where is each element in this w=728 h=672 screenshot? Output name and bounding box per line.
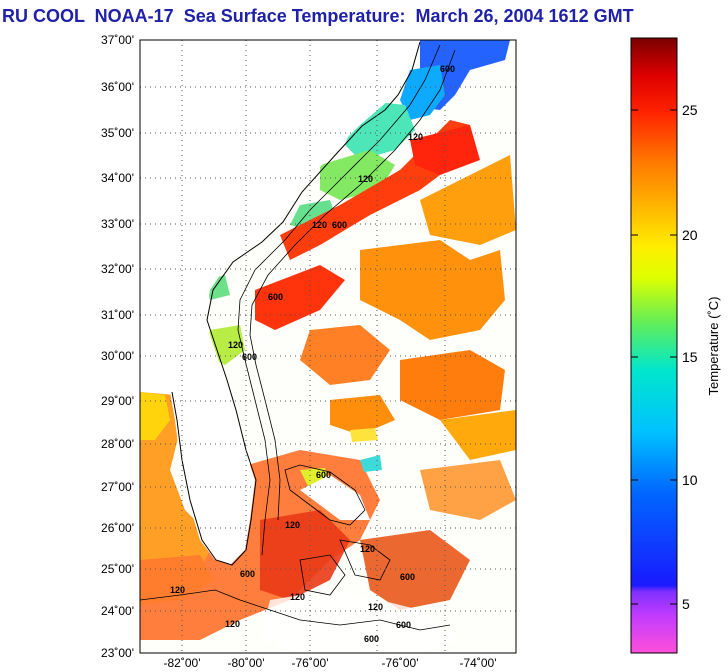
map-border <box>139 39 517 654</box>
colorbar-tick-label: 25 <box>682 102 698 118</box>
lat-label: 37˚00' <box>101 33 134 47</box>
isobath-labels: 600 120 120 600 120 600 120 600 600 120 … <box>170 64 455 644</box>
svg-text:120: 120 <box>358 174 373 184</box>
svg-text:120: 120 <box>360 544 375 554</box>
svg-text:120: 120 <box>312 220 327 230</box>
lat-label: 24˚00' <box>101 604 134 618</box>
colorbar-tick-label: 10 <box>682 472 698 488</box>
lat-label: 31˚00' <box>101 308 134 322</box>
lat-label: 36˚00' <box>101 80 134 94</box>
latitude-axis: 37˚00' 36˚00' 35˚00' 34˚00' 33˚00' 32˚00… <box>101 33 134 660</box>
lon-label: -80˚00' <box>228 656 265 670</box>
svg-text:120: 120 <box>228 340 243 350</box>
colorbar-tick-label: 15 <box>682 349 698 365</box>
lat-label: 30˚00' <box>101 349 134 363</box>
svg-text:600: 600 <box>240 569 255 579</box>
colorbar-ticks <box>631 109 677 605</box>
colorbar-gradient <box>630 37 678 654</box>
colorbar: 25 20 15 10 5 Temperature (˚C) <box>630 37 721 654</box>
colorbar-title: Temperature (˚C) <box>706 297 721 396</box>
lat-label: 32˚00' <box>101 262 134 276</box>
coastline-layer <box>140 41 456 631</box>
svg-text:120: 120 <box>368 602 383 612</box>
longitude-axis: -82˚00' -80˚00' -76˚00' -76˚00' -74˚00' <box>164 656 497 670</box>
lat-label: 23˚00' <box>101 646 134 660</box>
lon-label: -74˚00' <box>460 656 497 670</box>
lat-label: 28˚00' <box>101 437 134 451</box>
map-title: RU COOL NOAA-17 Sea Surface Temperature:… <box>2 6 634 26</box>
lat-lon-grid <box>140 40 516 653</box>
svg-text:600: 600 <box>332 220 347 230</box>
svg-text:120: 120 <box>225 619 240 629</box>
svg-text:600: 600 <box>364 634 379 644</box>
lon-label: -76˚00' <box>382 656 419 670</box>
lat-label: 25˚00' <box>101 562 134 576</box>
lon-label: -82˚00' <box>164 656 201 670</box>
svg-text:600: 600 <box>316 470 331 480</box>
lat-label: 35˚00' <box>101 126 134 140</box>
svg-text:600: 600 <box>268 292 283 302</box>
lat-label: 29˚00' <box>101 394 134 408</box>
svg-text:600: 600 <box>396 620 411 630</box>
svg-text:120: 120 <box>408 132 423 142</box>
lat-label: 34˚00' <box>101 171 134 185</box>
lat-label: 26˚00' <box>101 521 134 535</box>
svg-text:120: 120 <box>285 520 300 530</box>
svg-text:600: 600 <box>242 352 257 362</box>
svg-text:120: 120 <box>170 585 185 595</box>
lon-label: -76˚00' <box>292 656 329 670</box>
colorbar-tick-label: 5 <box>682 596 690 612</box>
lat-label: 27˚00' <box>101 480 134 494</box>
svg-text:600: 600 <box>440 64 455 74</box>
colorbar-tick-label: 20 <box>682 227 698 243</box>
lat-label: 33˚00' <box>101 217 134 231</box>
svg-text:600: 600 <box>400 572 415 582</box>
svg-text:120: 120 <box>290 592 305 602</box>
